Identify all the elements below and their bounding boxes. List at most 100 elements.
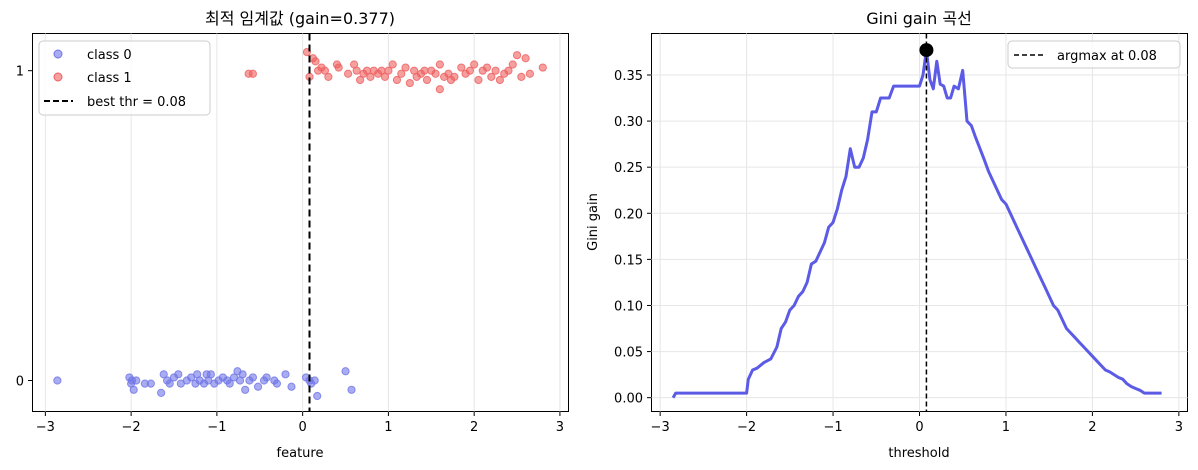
left-x-tick-label: −3 [36, 420, 55, 435]
class-1-point [334, 63, 343, 72]
class-1-point [384, 66, 393, 75]
class-0-point [132, 376, 141, 385]
class-1-point [525, 69, 535, 78]
legend-argmax-label: argmax at 0.08 [1057, 49, 1157, 64]
left-y-tick-label: 0 [16, 375, 24, 390]
class-1-point [450, 72, 459, 81]
left-chart-title: 최적 임계값 (gain=0.377) [205, 9, 395, 28]
right-y-tick-label: 0.20 [614, 207, 643, 222]
right-x-tick-label: −2 [737, 420, 756, 435]
class-1-point [470, 60, 479, 69]
class-1-point [482, 63, 492, 72]
class-1-point [517, 72, 526, 81]
class-0-point [253, 382, 263, 391]
argmax-point [919, 43, 934, 58]
class-1-point [311, 57, 320, 66]
class-1-point [474, 75, 483, 85]
left-ticks: −3 −2 −1 0 1 2 3 0 1 [16, 65, 564, 435]
class-0-point [248, 373, 258, 382]
class-0-point [157, 388, 166, 398]
class-0-point [310, 376, 319, 385]
left-panel: −3 −2 −1 0 1 2 3 0 1 최적 임계값 (gain=0.377) feature… [16, 9, 569, 461]
right-y-tick-label: 0.05 [614, 346, 643, 361]
class-0-point [272, 379, 282, 388]
class-1-point [491, 66, 500, 75]
left-x-axis-label: feature [277, 446, 324, 461]
class-1-point [366, 72, 375, 81]
right-ticks: −3 −2 −1 0 1 2 3 0.00 0.05 0.10 0.15 0.20 0.25 0.30 0.… [614, 69, 1183, 435]
class-0-point [313, 391, 322, 401]
right-x-tick-label: −1 [823, 420, 842, 435]
class-0-point [287, 382, 296, 391]
class-1-point [405, 78, 414, 88]
class-1-point [352, 66, 361, 75]
class-1-point [380, 72, 390, 81]
class-0-point [174, 370, 183, 379]
class-1-point [457, 63, 466, 72]
class-1-point [435, 85, 444, 94]
right-grid [651, 33, 1188, 412]
class-1-point [465, 66, 474, 75]
class-0-point [241, 385, 250, 394]
class-1-point [512, 51, 522, 60]
legend-class-0-marker [53, 49, 63, 59]
legend-class-1-marker [53, 72, 63, 82]
class-1-point [392, 75, 402, 85]
right-y-tick-label: 0.10 [614, 299, 643, 314]
class-0-point [281, 370, 290, 379]
right-y-tick-label: 0.00 [614, 392, 643, 407]
class-0-point [262, 373, 271, 382]
left-y-tick-label: 1 [16, 65, 24, 80]
class-1-point [521, 54, 530, 63]
right-panel: −3 −2 −1 0 1 2 3 0.00 0.05 0.10 0.15 0.20 0.25 0.30 0.… [586, 9, 1188, 461]
class-0-point [206, 370, 215, 379]
class-0-point [146, 379, 155, 388]
class-0-point [165, 379, 174, 388]
class-1-point [508, 60, 517, 69]
class-0-point [159, 370, 168, 379]
left-x-tick-label: 3 [556, 420, 564, 435]
class-0-point [225, 379, 234, 388]
class-1-point [538, 63, 547, 72]
right-x-tick-label: −3 [651, 420, 670, 435]
class-1-point [401, 63, 410, 72]
class-1-point [495, 75, 504, 85]
left-legend: class 0 class 1 best thr = 0.08 [38, 40, 211, 116]
left-x-tick-label: −1 [207, 420, 226, 435]
class-1-point [397, 69, 406, 78]
class-1-point [388, 60, 397, 69]
right-chart-title: Gini gain 곡선 [866, 9, 972, 28]
class-1-point [422, 75, 432, 85]
class-0-point [238, 370, 247, 379]
class-0-point [129, 385, 138, 394]
gini-gain-line [671, 48, 1162, 399]
legend-threshold-label: best thr = 0.08 [87, 95, 186, 110]
right-y-axis-label: Gini gain [586, 193, 601, 251]
class-0-point [53, 376, 62, 385]
right-x-tick-label: 2 [1088, 420, 1096, 435]
right-y-tick-label: 0.15 [614, 253, 643, 268]
class-1-point [320, 66, 330, 75]
left-x-tick-label: −2 [122, 420, 141, 435]
right-y-tick-label: 0.25 [614, 161, 643, 176]
left-x-tick-label: 1 [384, 420, 392, 435]
right-legend-box [1007, 40, 1181, 69]
left-x-tick-label: 2 [470, 420, 478, 435]
class-1-point [343, 69, 353, 78]
right-legend: argmax at 0.08 [1007, 40, 1181, 69]
right-x-tick-label: 1 [1002, 420, 1010, 435]
class-1-point [431, 69, 440, 78]
left-legend-box [38, 40, 211, 116]
class-1-point [435, 60, 444, 69]
class-1-point [504, 66, 513, 75]
class-1-point [248, 69, 258, 78]
class-1-point [324, 72, 333, 81]
legend-class-0-label: class 0 [87, 48, 132, 63]
right-y-tick-label: 0.35 [614, 69, 643, 84]
right-x-tick-label: 3 [1175, 420, 1183, 435]
legend-class-1-label: class 1 [87, 71, 132, 86]
class-0-point [347, 385, 356, 394]
class-1-point [420, 66, 429, 75]
left-points [53, 47, 547, 401]
